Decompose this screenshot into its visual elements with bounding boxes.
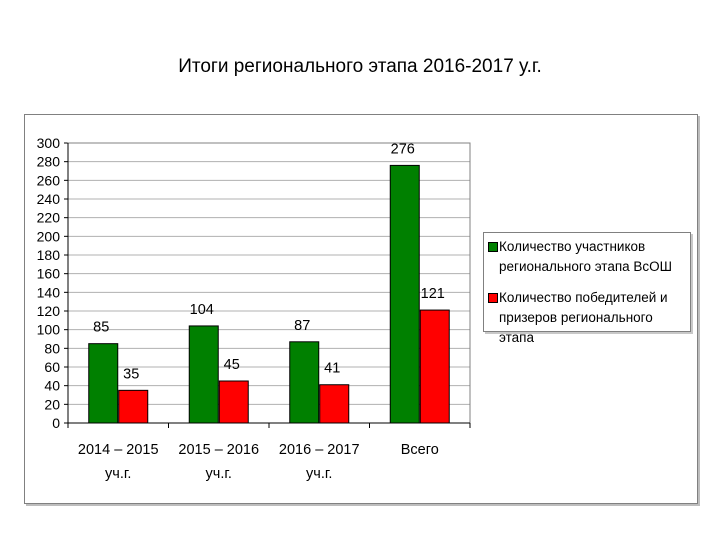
y-tick-label: 20 (44, 396, 60, 412)
y-tick-label: 220 (37, 210, 61, 226)
legend-label-participants-line2: регионального этапа ВсОШ (499, 259, 673, 274)
legend-item-participants: Количество участников регионального этап… (488, 237, 688, 277)
x-tick-label: 2015 – 2016 (178, 442, 259, 458)
data-label: 104 (190, 302, 214, 318)
bar (88, 343, 119, 424)
legend-swatch-winners (488, 293, 498, 303)
y-tick-label: 260 (37, 172, 61, 188)
y-tick-label: 80 (44, 340, 60, 356)
data-label: 45 (224, 357, 240, 373)
data-label: 41 (324, 361, 340, 377)
y-tick-label: 300 (37, 135, 61, 151)
y-tick-label: 240 (37, 191, 61, 207)
legend-swatch-participants (488, 242, 498, 252)
legend-label-winners-line1: Количество победителей и (499, 290, 668, 305)
y-tick-label: 140 (37, 284, 61, 300)
y-tick-label: 180 (37, 247, 61, 263)
x-tick-label: 2014 – 2015 (78, 442, 159, 458)
x-tick-label: 2016 – 2017 (279, 442, 360, 458)
y-tick-label: 120 (37, 303, 61, 319)
y-tick-label: 160 (37, 266, 61, 282)
x-tick-label-line2: уч.г. (105, 466, 131, 482)
bar (218, 380, 249, 424)
bar (118, 389, 149, 424)
legend-label-winners-line2: призеров регионального этапа (499, 310, 653, 345)
x-tick-label-line2: уч.г. (206, 466, 232, 482)
data-label: 85 (93, 320, 109, 336)
bar (319, 384, 350, 424)
y-tick-label: 0 (52, 415, 60, 431)
bar (419, 309, 450, 424)
x-tick-label-line2: уч.г. (306, 466, 332, 482)
data-label: 35 (123, 366, 139, 382)
y-tick-label: 100 (37, 322, 61, 338)
y-tick-label: 200 (37, 228, 61, 244)
data-label: 276 (391, 141, 415, 157)
bar (389, 164, 420, 424)
data-label: 87 (294, 318, 310, 334)
y-tick-label: 40 (44, 378, 60, 394)
data-label: 121 (421, 286, 445, 302)
legend-label-participants-line1: Количество участников (499, 239, 646, 254)
y-tick-label: 60 (44, 359, 60, 375)
page-title: Итоги регионального этапа 2016-2017 у.г. (178, 56, 542, 77)
legend-item-winners: Количество победителей и призеров регион… (488, 288, 688, 348)
x-tick-label: Всего (401, 442, 439, 458)
y-tick-label: 280 (37, 154, 61, 170)
bar (188, 325, 219, 424)
bar (289, 341, 320, 424)
chart-legend: Количество участников регионального этап… (483, 232, 691, 345)
